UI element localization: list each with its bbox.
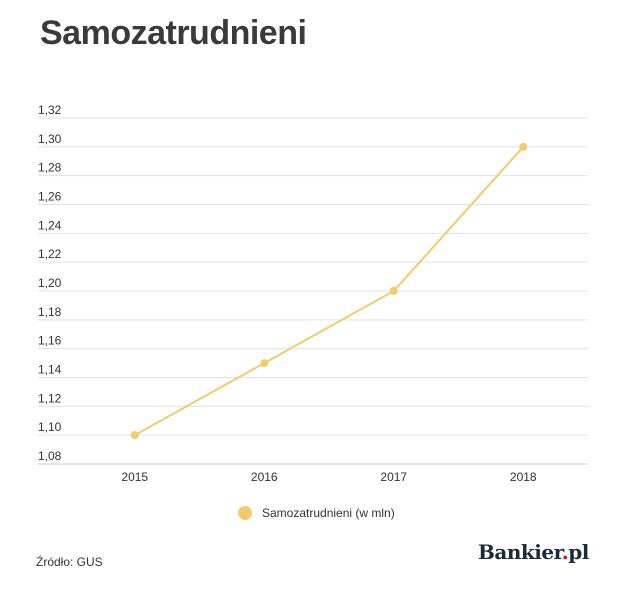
logo-name: Bankier — [478, 540, 562, 564]
series-line — [134, 146, 524, 437]
x-tick-label: 2016 — [251, 470, 278, 484]
y-tick-label: 1,30 — [38, 132, 62, 146]
y-tick-label: 1,16 — [38, 334, 62, 348]
y-tick-label: 1,12 — [38, 391, 62, 405]
legend-marker — [238, 506, 252, 520]
legend-label: Samozatrudnieni (w mln) — [262, 506, 395, 520]
y-tick-label: 1,10 — [38, 420, 62, 434]
y-tick-label: 1,24 — [38, 218, 62, 232]
legend[interactable]: Samozatrudnieni (w mln) — [238, 506, 395, 520]
y-tick-label: 1,32 — [38, 103, 62, 117]
x-tick-label: 2017 — [380, 470, 407, 484]
y-tick-label: 1,20 — [38, 276, 62, 290]
y-tick-label: 1,18 — [38, 305, 62, 319]
logo-suffix: pl — [568, 540, 589, 564]
line-chart: 1,08 1,10 1,12 1,14 1,16 1,18 1,20 1,22 1,24 1,26… — [38, 103, 588, 484]
source-note: Źródło: GUS — [36, 555, 103, 569]
y-tick-label: 1,14 — [38, 363, 62, 377]
y-tick-label: 1,22 — [38, 247, 62, 261]
y-tick-label: 1,28 — [38, 161, 62, 175]
y-tick-label: 1,08 — [38, 449, 62, 463]
data-point — [389, 287, 398, 295]
y-tick-label: 1,26 — [38, 190, 62, 204]
data-point — [519, 142, 528, 151]
chart-title: Samozatrudnieni — [40, 14, 307, 52]
x-tick-label: 2018 — [510, 470, 537, 484]
data-point — [130, 431, 139, 440]
data-point — [260, 359, 269, 368]
logo-dot: . — [561, 540, 569, 564]
x-tick-label: 2015 — [121, 470, 148, 484]
bankier-logo: Bankier.pl — [478, 540, 589, 564]
